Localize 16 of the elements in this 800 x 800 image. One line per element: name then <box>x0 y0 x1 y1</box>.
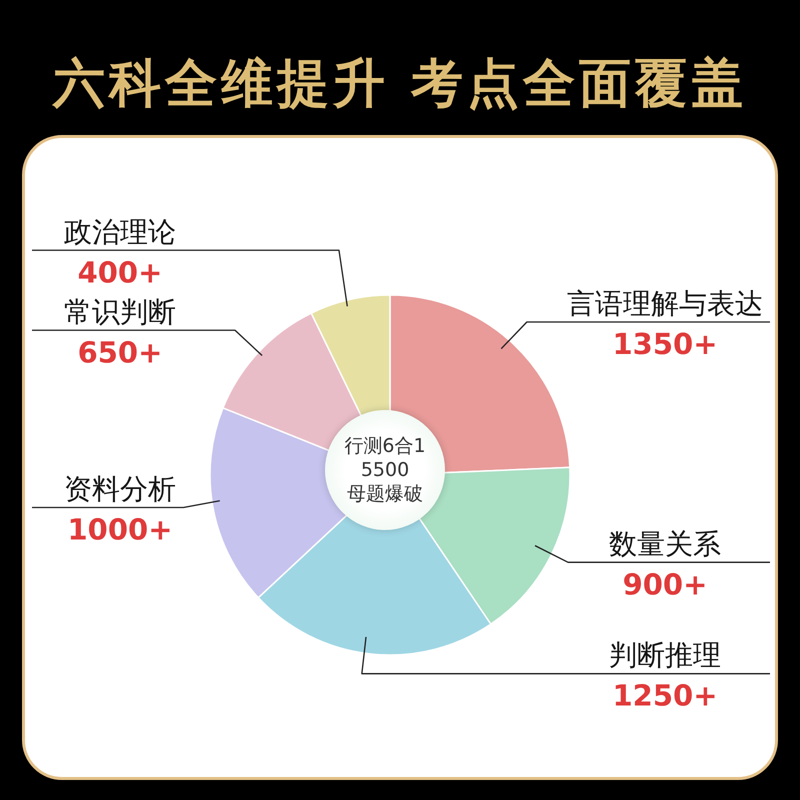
chart-title: 六科全维提升 考点全面覆盖 <box>51 52 748 116</box>
data-label: 1250+ <box>612 678 718 713</box>
data-label: 650+ <box>78 335 162 370</box>
slice-label: 常识判断 <box>64 295 176 328</box>
slice-label: 资料分析 <box>64 472 176 506</box>
slice-label: 判断推理 <box>609 638 721 672</box>
slice-label: 政治理论 <box>64 215 176 248</box>
slice-label: 言语理解与表达 <box>567 287 763 320</box>
text: 5500 <box>360 458 410 482</box>
data-label: 400+ <box>78 255 162 290</box>
data-label: 1000+ <box>67 512 173 546</box>
text: 母题爆破 <box>346 482 424 506</box>
text: 行测6合1 <box>343 434 427 458</box>
slice-label: 数量关系 <box>609 527 721 560</box>
data-label: 1350+ <box>612 327 718 361</box>
data-label: 900+ <box>622 567 708 602</box>
